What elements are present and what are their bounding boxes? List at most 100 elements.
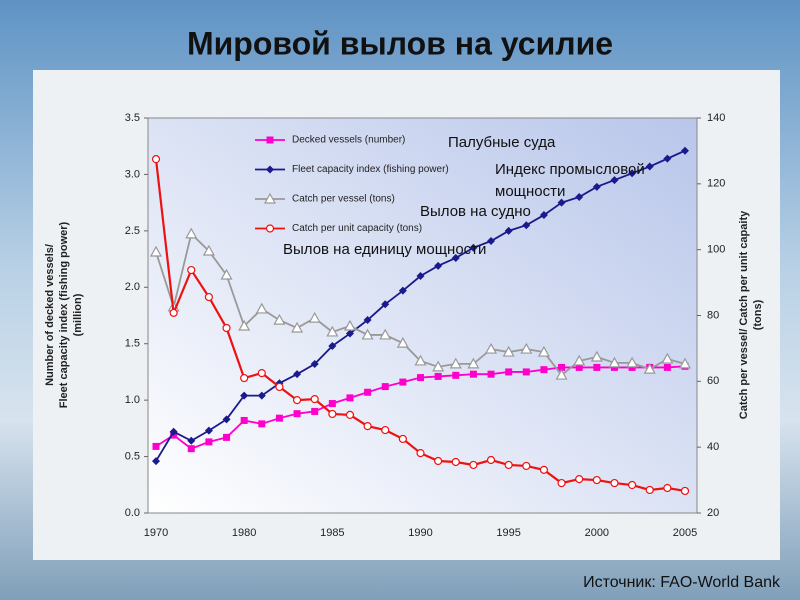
point — [469, 243, 478, 252]
point — [434, 372, 442, 380]
point — [345, 329, 354, 338]
y-axis-label: Number of decked vessels/ — [44, 244, 56, 386]
point — [273, 313, 286, 325]
point — [185, 227, 198, 239]
point — [416, 448, 425, 458]
point — [187, 445, 195, 453]
annotation: Индекс промысловой — [495, 161, 645, 178]
point — [361, 328, 374, 340]
x-tick-label: 2005 — [673, 527, 697, 539]
point — [345, 410, 355, 420]
point — [610, 478, 619, 488]
point — [152, 442, 160, 450]
point — [398, 434, 407, 444]
point — [310, 360, 319, 369]
point — [469, 460, 478, 470]
point — [540, 366, 548, 374]
point — [539, 465, 549, 474]
point — [328, 400, 336, 408]
point — [485, 342, 498, 354]
point — [240, 416, 248, 424]
point — [522, 368, 530, 376]
point — [328, 409, 337, 419]
point — [220, 268, 233, 280]
point — [204, 292, 213, 302]
point — [590, 350, 603, 362]
point — [169, 427, 178, 436]
point — [610, 176, 619, 185]
point — [293, 410, 301, 418]
point — [152, 457, 160, 466]
point — [266, 136, 274, 144]
legend-label: Catch per vessel (tons) — [292, 194, 395, 205]
point — [537, 345, 550, 357]
annotation: Палубные суда — [448, 134, 556, 151]
point — [381, 383, 389, 391]
point — [520, 342, 533, 354]
point — [557, 198, 566, 207]
point — [452, 371, 460, 379]
point — [381, 425, 390, 435]
point — [266, 165, 274, 174]
point — [502, 345, 515, 357]
annotation: мощности — [495, 183, 565, 200]
point — [486, 455, 496, 465]
point — [202, 244, 215, 256]
y-tick-label: 2.0 — [125, 281, 140, 293]
source: Источник: FAO-World Bank — [583, 574, 781, 591]
point — [346, 394, 354, 402]
point — [505, 368, 513, 376]
y2-tick-label: 100 — [707, 244, 725, 256]
point — [643, 362, 656, 374]
y2-tick-label: 40 — [707, 441, 719, 453]
point — [275, 414, 283, 422]
x-tick-label: 1970 — [144, 527, 168, 539]
point — [575, 193, 584, 201]
point — [308, 311, 321, 323]
point — [451, 253, 460, 262]
point — [555, 368, 568, 380]
point — [151, 155, 161, 164]
x-tick-label: 1990 — [408, 527, 432, 539]
point — [573, 354, 586, 366]
point — [255, 302, 268, 314]
point — [504, 460, 513, 470]
point — [434, 261, 443, 270]
y-tick-label: 3.0 — [125, 168, 140, 180]
point — [557, 478, 566, 488]
point — [522, 221, 531, 230]
point — [381, 300, 390, 309]
point — [326, 325, 339, 337]
y2-tick-label: 80 — [707, 309, 719, 321]
slide-title: Мировой вылов на усилие — [187, 25, 613, 61]
point — [663, 483, 672, 493]
point — [628, 169, 637, 178]
legend-label: Decked vessels (number) — [292, 135, 405, 146]
point — [663, 363, 671, 371]
point — [291, 321, 304, 333]
point — [451, 457, 460, 467]
point — [205, 438, 213, 446]
point — [292, 395, 302, 405]
point — [238, 319, 251, 331]
point — [169, 308, 178, 317]
point — [240, 373, 249, 383]
point — [449, 357, 462, 369]
point — [187, 436, 196, 445]
point — [469, 370, 477, 378]
x-tick-label: 1985 — [320, 527, 344, 539]
point — [522, 461, 531, 471]
point — [663, 154, 672, 163]
point — [311, 407, 319, 415]
y2-axis-label: (tons) — [752, 299, 764, 330]
point — [575, 474, 584, 484]
point — [539, 211, 548, 220]
point — [681, 146, 689, 155]
point — [417, 374, 424, 382]
point — [275, 382, 284, 392]
point — [379, 328, 392, 340]
point — [416, 272, 425, 280]
point — [467, 357, 480, 369]
y2-tick-label: 140 — [707, 112, 725, 124]
